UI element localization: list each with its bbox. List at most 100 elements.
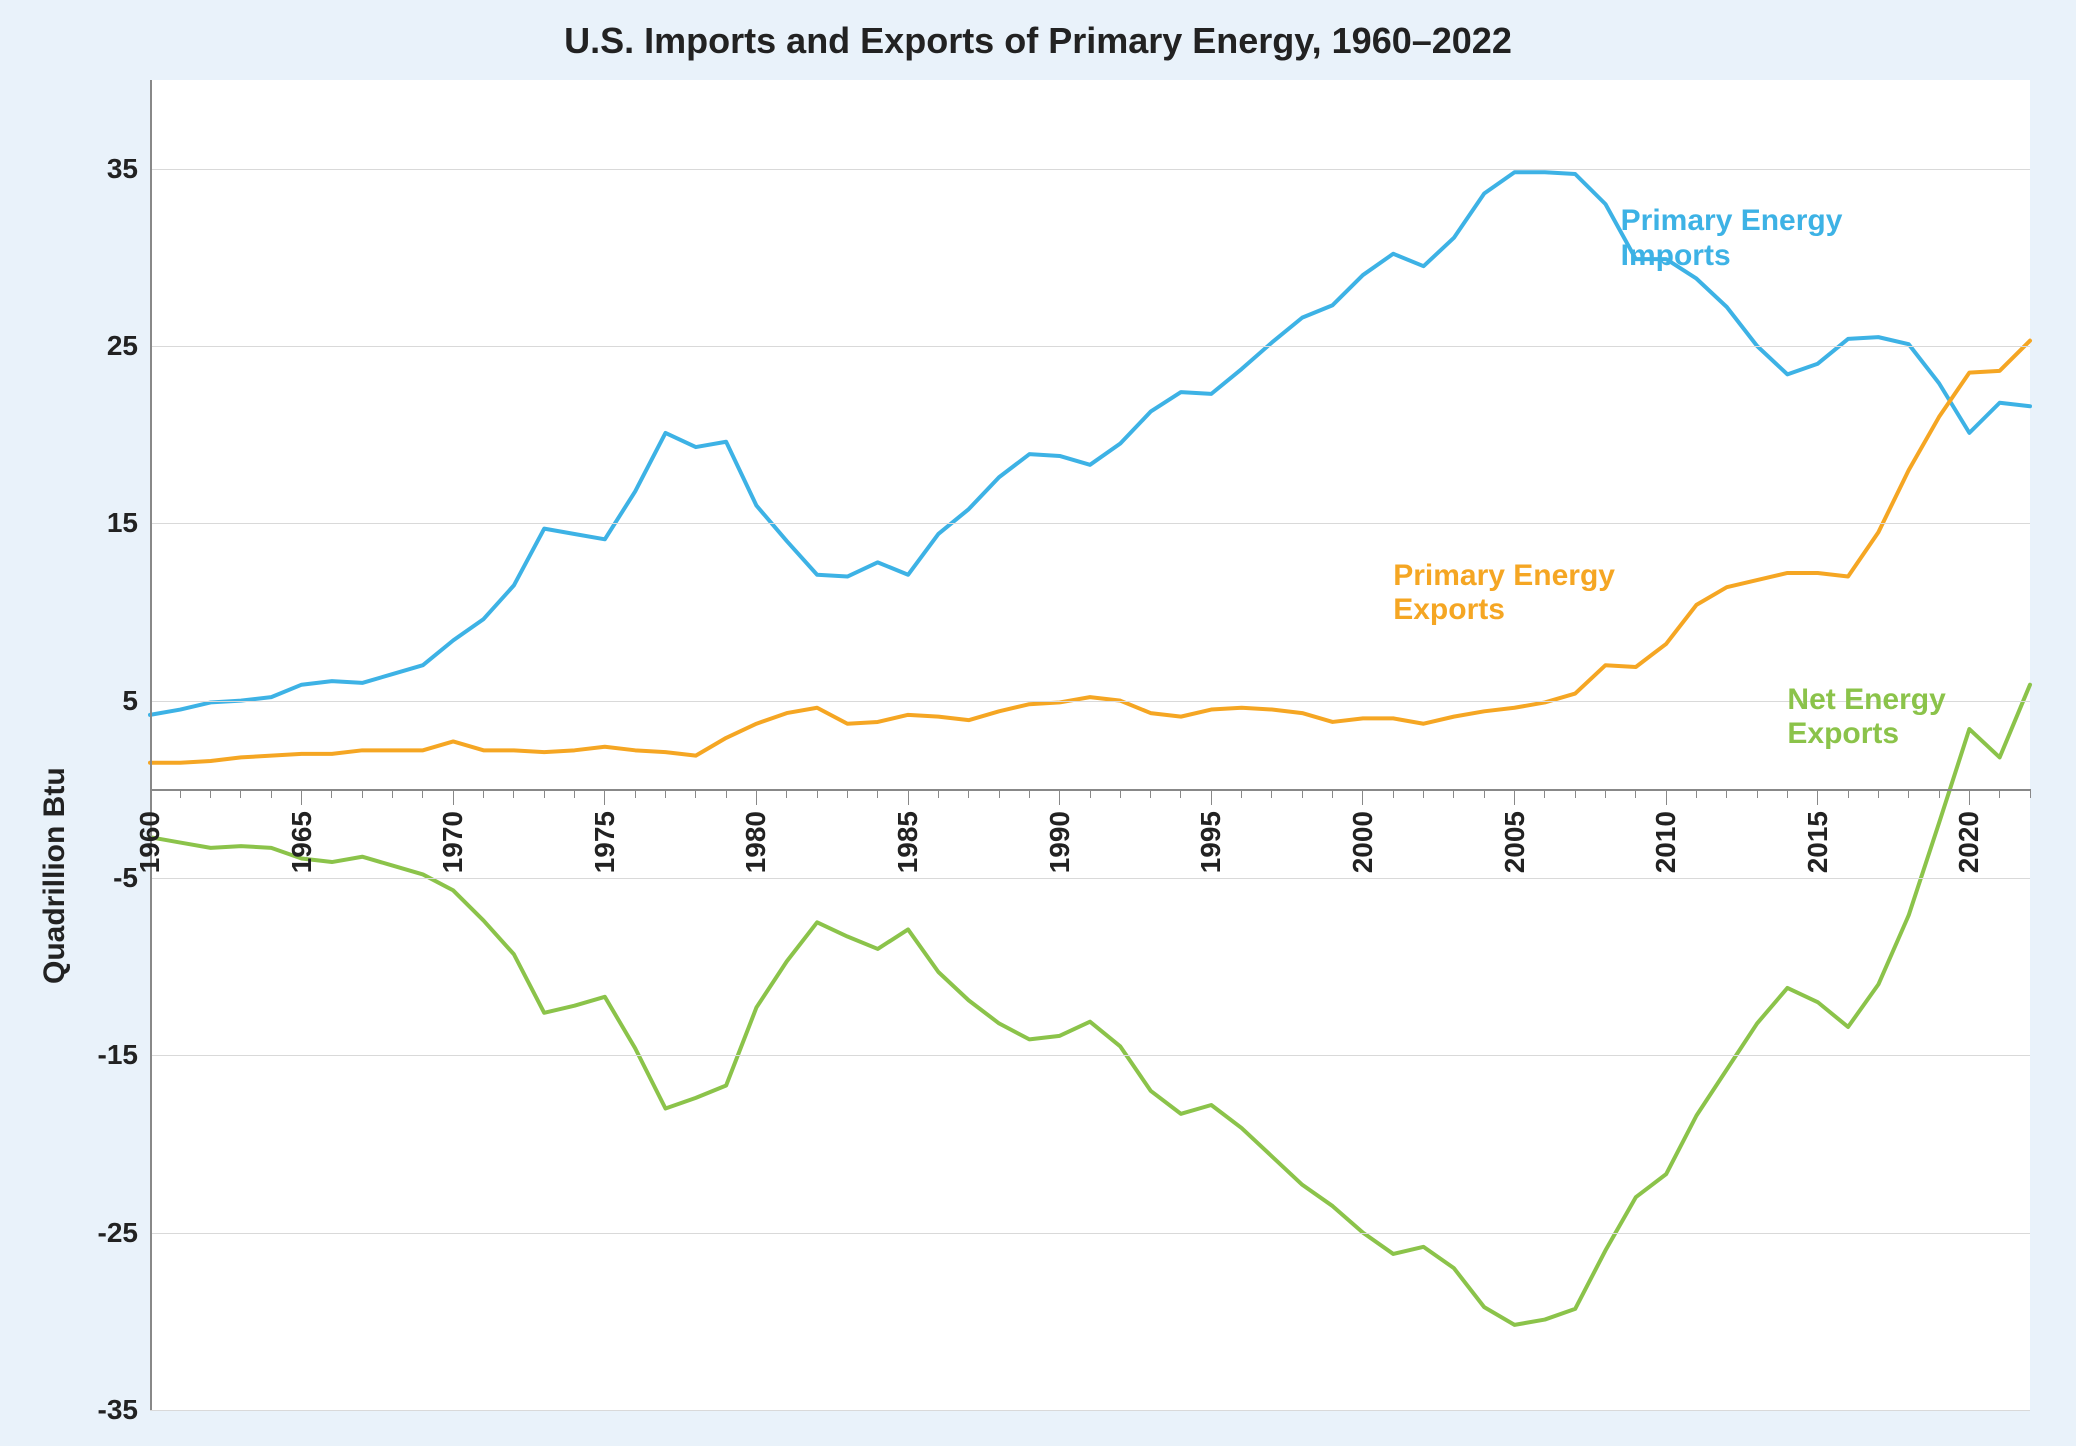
x-tick-major (1362, 789, 1363, 805)
x-tick-label: 1980 (740, 811, 772, 873)
x-tick-minor (210, 789, 211, 798)
x-tick-major (150, 789, 151, 805)
gridline (150, 1055, 2030, 1056)
plot-area: -35-25-15-551525351960196519701975198019… (150, 80, 2030, 1410)
y-tick-label: 15 (107, 507, 150, 539)
x-tick-minor (726, 789, 727, 798)
x-tick-minor (1575, 789, 1576, 798)
x-tick-minor (544, 789, 545, 798)
x-tick-minor (392, 789, 393, 798)
y-axis-label: Quadrillion Btu (38, 768, 72, 985)
x-tick-minor (513, 789, 514, 798)
x-tick-minor (1302, 789, 1303, 798)
x-tick-label: 1965 (286, 811, 318, 873)
x-tick-minor (1332, 789, 1333, 798)
x-tick-major (1514, 789, 1515, 805)
x-tick-label: 1975 (589, 811, 621, 873)
x-tick-minor (180, 789, 181, 798)
x-tick-major (453, 789, 454, 805)
x-tick-minor (1180, 789, 1181, 798)
x-tick-minor (1393, 789, 1394, 798)
x-tick-major (756, 789, 757, 805)
x-tick-minor (483, 789, 484, 798)
x-tick-major (1059, 789, 1060, 805)
x-tick-minor (1999, 789, 2000, 798)
x-tick-minor (2030, 789, 2031, 798)
x-tick-minor (1757, 789, 1758, 798)
x-tick-minor (877, 789, 878, 798)
x-tick-minor (1150, 789, 1151, 798)
y-tick-label: -35 (98, 1394, 150, 1426)
y-tick-label: -15 (98, 1039, 150, 1071)
chart-container: U.S. Imports and Exports of Primary Ener… (0, 0, 2076, 1446)
x-tick-minor (574, 789, 575, 798)
x-tick-minor (635, 789, 636, 798)
x-tick-major (604, 789, 605, 805)
x-tick-minor (695, 789, 696, 798)
gridline (150, 701, 2030, 702)
x-tick-minor (968, 789, 969, 798)
x-tick-minor (271, 789, 272, 798)
gridline (150, 346, 2030, 347)
x-tick-label: 2015 (1802, 811, 1834, 873)
x-tick-minor (1484, 789, 1485, 798)
x-tick-minor (362, 789, 363, 798)
x-tick-major (301, 789, 302, 805)
series-label: Primary Energy Imports (1621, 204, 1843, 273)
gridline (150, 1410, 2030, 1411)
x-tick-minor (938, 789, 939, 798)
x-tick-minor (1726, 789, 1727, 798)
y-tick-label: 5 (122, 685, 150, 717)
x-tick-major (1817, 789, 1818, 805)
y-tick-label: -25 (98, 1217, 150, 1249)
line-layer (150, 80, 2030, 1410)
x-tick-minor (1453, 789, 1454, 798)
x-tick-label: 2005 (1499, 811, 1531, 873)
gridline (150, 1233, 2030, 1234)
x-tick-minor (1241, 789, 1242, 798)
x-tick-minor (1696, 789, 1697, 798)
y-axis-line (150, 80, 152, 1410)
x-tick-minor (331, 789, 332, 798)
x-tick-minor (1544, 789, 1545, 798)
x-tick-minor (999, 789, 1000, 798)
x-tick-minor (240, 789, 241, 798)
x-tick-label: 1960 (134, 811, 166, 873)
series-label: Net Energy Exports (1787, 683, 1945, 752)
x-tick-minor (1878, 789, 1879, 798)
x-tick-minor (817, 789, 818, 798)
chart-title: U.S. Imports and Exports of Primary Ener… (0, 20, 2076, 62)
x-tick-minor (1787, 789, 1788, 798)
x-tick-minor (1848, 789, 1849, 798)
gridline (150, 878, 2030, 879)
x-tick-major (1211, 789, 1212, 805)
x-tick-minor (1908, 789, 1909, 798)
x-tick-label: 1990 (1044, 811, 1076, 873)
series-line (150, 341, 2030, 763)
x-tick-label: 2010 (1650, 811, 1682, 873)
y-tick-label: 25 (107, 330, 150, 362)
series-line (150, 685, 2030, 1325)
x-tick-minor (1271, 789, 1272, 798)
series-label: Primary Energy Exports (1393, 559, 1615, 628)
x-tick-minor (1605, 789, 1606, 798)
x-tick-minor (847, 789, 848, 798)
x-tick-major (1969, 789, 1970, 805)
x-tick-minor (1939, 789, 1940, 798)
x-tick-label: 1985 (892, 811, 924, 873)
x-tick-minor (1090, 789, 1091, 798)
x-tick-minor (1120, 789, 1121, 798)
x-tick-minor (786, 789, 787, 798)
x-tick-minor (1029, 789, 1030, 798)
x-tick-major (908, 789, 909, 805)
x-tick-label: 1995 (1195, 811, 1227, 873)
x-tick-label: 2020 (1953, 811, 1985, 873)
y-tick-label: 35 (107, 153, 150, 185)
x-tick-minor (665, 789, 666, 798)
gridline (150, 523, 2030, 524)
x-tick-major (1666, 789, 1667, 805)
x-tick-label: 2000 (1347, 811, 1379, 873)
x-tick-minor (422, 789, 423, 798)
x-tick-minor (1423, 789, 1424, 798)
x-tick-label: 1970 (437, 811, 469, 873)
